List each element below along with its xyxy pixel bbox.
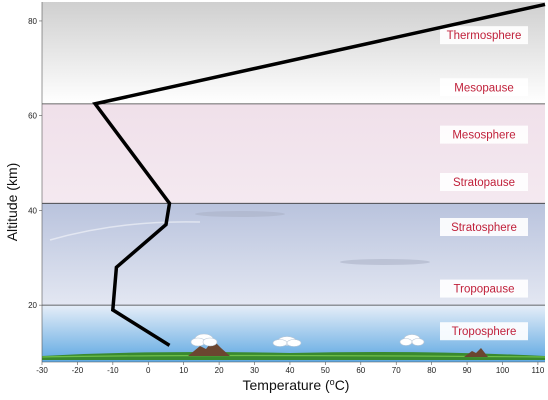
cloud-icon xyxy=(190,333,218,347)
x-tick-label: 90 xyxy=(463,366,472,375)
x-tick-label: 10 xyxy=(179,366,188,375)
x-tick-label: 40 xyxy=(286,366,295,375)
x-tick-label: -10 xyxy=(107,366,119,375)
layer-label: Mesopause xyxy=(454,82,513,94)
layer-label: Stratosphere xyxy=(451,222,517,234)
x-ticks: -30 -20 -10 0 10 20 30 40 50 60 70 80 90 100 110 xyxy=(36,362,545,375)
x-tick-label: -30 xyxy=(36,366,48,375)
temperature-profile-line xyxy=(92,2,546,347)
x-tick-label: 20 xyxy=(215,366,224,375)
y-axis-title: Altitude (km) xyxy=(4,163,20,242)
x-tick-label: 80 xyxy=(427,366,436,375)
y-tick-label: 20 xyxy=(28,301,37,310)
series xyxy=(92,2,546,347)
scenery xyxy=(41,211,546,360)
x-tick-label: 30 xyxy=(250,366,259,375)
layer-labels: Thermosphere Mesopause Mesosphere Stratopau… xyxy=(440,26,528,341)
y-tick-label: 40 xyxy=(28,206,37,215)
y-tick-label: 80 xyxy=(28,17,37,26)
x-tick-label: 0 xyxy=(146,366,151,375)
x-tick-label: -20 xyxy=(72,366,84,375)
cloud-icon xyxy=(399,334,425,346)
cloud-icon xyxy=(272,336,302,347)
layer-label-box xyxy=(440,26,528,45)
x-axis-title: Temperature (oC) xyxy=(243,377,350,393)
x-axis-title-degree: o xyxy=(330,377,335,387)
layer-label-box xyxy=(440,173,528,191)
ground-highlight xyxy=(41,354,546,358)
layer-label: Stratopause xyxy=(453,177,515,189)
layer-label: Tropopause xyxy=(454,284,515,296)
x-tick-label: 70 xyxy=(392,366,401,375)
wispy-cloud xyxy=(195,211,285,217)
mountain-icon xyxy=(188,340,230,356)
layer-label-box xyxy=(440,218,528,236)
x-tick-label: 60 xyxy=(356,366,365,375)
x-axis-title-suffix: C) xyxy=(335,377,350,393)
wispy-cloud xyxy=(340,259,430,265)
x-axis-title-prefix: Temperature ( xyxy=(243,377,330,393)
x-tick-label: 50 xyxy=(321,366,330,375)
atmosphere-layers xyxy=(42,2,545,362)
axes xyxy=(41,2,545,363)
layer-label-box xyxy=(440,78,528,97)
layer-label-box xyxy=(440,322,528,341)
layer-label-box xyxy=(440,125,528,144)
y-tick-label: 60 xyxy=(28,112,37,121)
x-tick-label: 100 xyxy=(496,366,510,375)
wispy-streak xyxy=(49,221,201,241)
layer-label: Thermosphere xyxy=(447,30,522,42)
layer-label: Troposphere xyxy=(452,326,517,338)
layer-boundaries xyxy=(42,103,545,306)
layer-label: Mesosphere xyxy=(452,130,515,142)
x-tick-label: 110 xyxy=(532,366,545,375)
y-ticks: 20 40 60 80 xyxy=(28,17,42,310)
layer-label-box xyxy=(440,279,528,298)
mountain-icon xyxy=(464,348,488,357)
